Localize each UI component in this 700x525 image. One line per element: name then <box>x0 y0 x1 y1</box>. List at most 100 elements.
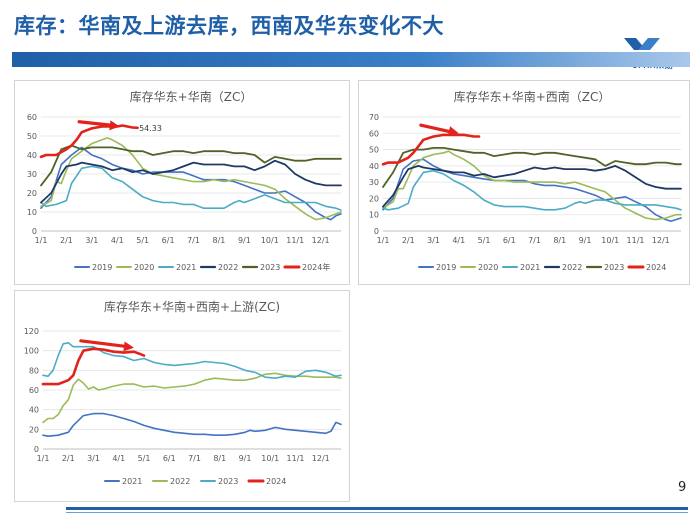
chart-2: 库存华东+华南+西南（ZC） 0 10 20 30 40 50 60 70 1/1 2/1 3/1 4/… <box>369 89 682 272</box>
x-tick-label: 6/1 <box>163 454 176 463</box>
series-line-2023 <box>42 342 342 379</box>
x-tick-label: 9/1 <box>238 236 251 245</box>
x-tick-label: 10/1 <box>261 236 279 245</box>
legend-label: 2022 <box>170 477 190 486</box>
trend-arrow-shaft <box>77 120 116 128</box>
legend-label: 2024年 <box>302 262 330 272</box>
x-tick-label: 10/1 <box>261 454 279 463</box>
x-tick-label: 2/1 <box>62 454 75 463</box>
y-tick-label: 20 <box>369 194 379 203</box>
series-line-2023 <box>382 147 682 188</box>
y-tick-label: 70 <box>369 113 379 122</box>
x-tick-label: 3/1 <box>427 236 440 245</box>
y-tick-label: 50 <box>369 146 379 155</box>
footer-rule <box>66 507 688 510</box>
legend-label: 2020 <box>478 263 498 272</box>
series-line-2019 <box>40 146 342 221</box>
series-line-2023 <box>40 144 342 187</box>
legend-label: 2020 <box>134 263 154 272</box>
x-tick-label: 6/1 <box>162 236 175 245</box>
series-line-2024 <box>381 133 481 166</box>
series-line-2022 <box>40 159 342 204</box>
x-tick-label: 11/1 <box>286 236 304 245</box>
x-tick-label: 5/1 <box>136 236 149 245</box>
x-tick-label: 12/1 <box>652 236 670 245</box>
x-tick-label: 1/1 <box>377 236 390 245</box>
y-tick-label: 0 <box>34 445 39 454</box>
trend-arrow-head <box>123 341 134 352</box>
footer-rule-thin <box>66 512 688 513</box>
x-tick-label: 7/1 <box>528 236 541 245</box>
page-number: 9 <box>678 480 687 495</box>
series-line-2024年 <box>39 124 139 159</box>
x-tick-label: 11/1 <box>627 236 645 245</box>
chart-title: 库存华东+华南+西南+上游(ZC) <box>104 299 280 314</box>
chart-title: 库存华东+华南+西南（ZC） <box>454 89 611 104</box>
y-tick-label: 120 <box>24 327 39 336</box>
chart-title: 库存华东+华南（ZC） <box>130 89 253 104</box>
y-tick-label: 60 <box>369 129 379 138</box>
trend-arrow-shaft <box>419 123 455 134</box>
trend-arrow-head <box>109 120 120 131</box>
legend-label: 2019 <box>436 263 456 272</box>
x-tick-label: 4/1 <box>112 454 125 463</box>
chart-panel-2: 库存华东+华南+西南（ZC） 0 10 20 30 40 50 60 70 1/1 2/1 3/1 4/… <box>358 80 690 285</box>
legend-label: 2024 <box>266 477 286 486</box>
y-tick-label: 0 <box>32 227 37 236</box>
legend-label: 2021 <box>520 263 540 272</box>
legend-label: 2022 <box>562 263 582 272</box>
y-tick-label: 30 <box>27 170 37 179</box>
y-tick-label: 20 <box>29 425 39 434</box>
x-tick-label: 11/1 <box>287 454 305 463</box>
chart-panel-1: 库存华东+华南（ZC） 0 10 20 30 40 50 60 1/1 2/1 3/1 4/1 5/1 6… <box>14 80 350 285</box>
y-tick-label: 0 <box>374 227 379 236</box>
y-tick-label: 80 <box>29 366 39 375</box>
y-tick-label: 50 <box>27 132 37 141</box>
x-tick-label: 5/1 <box>478 236 491 245</box>
y-tick-label: 40 <box>369 162 379 171</box>
legend-label: 2023 <box>218 477 238 486</box>
trend-arrow-head <box>447 126 459 137</box>
x-tick-label: 4/1 <box>452 236 465 245</box>
series-line-2021 <box>382 169 682 211</box>
legend-label: 2021 <box>122 477 142 486</box>
x-tick-label: 9/1 <box>579 236 592 245</box>
chart-3: 库存华东+华南+西南+上游(ZC) 0 20 40 60 80 100 120 1/1 2/1 3/… <box>24 299 342 486</box>
series-line-2021 <box>42 412 342 437</box>
x-tick-label: 3/1 <box>87 454 100 463</box>
series-line-2021 <box>40 165 342 211</box>
series-line-2020 <box>382 150 682 221</box>
series-line-2019 <box>382 158 682 222</box>
y-tick-label: 60 <box>29 386 39 395</box>
legend-label: 2022 <box>218 263 238 272</box>
y-tick-label: 100 <box>24 347 39 356</box>
x-tick-label: 10/1 <box>601 236 619 245</box>
x-tick-label: 12/1 <box>312 454 330 463</box>
legend-label: 2023 <box>604 263 624 272</box>
chart-panel-3: 库存华东+华南+西南+上游(ZC) 0 20 40 60 80 100 120 1/1 2/1 3/… <box>14 290 350 502</box>
y-tick-label: 30 <box>369 178 379 187</box>
y-tick-label: 10 <box>27 208 37 217</box>
x-tick-label: 5/1 <box>138 454 151 463</box>
x-tick-label: 1/1 <box>35 236 48 245</box>
x-tick-label: 4/1 <box>111 236 124 245</box>
series-line-2022 <box>382 165 682 208</box>
x-tick-label: 2/1 <box>402 236 415 245</box>
legend-label: 2023 <box>260 263 280 272</box>
legend-label: 2019 <box>92 263 112 272</box>
legend-label: 2021 <box>176 263 196 272</box>
x-tick-label: 12/1 <box>312 236 330 245</box>
x-tick-label: 2/1 <box>60 236 73 245</box>
series-line-2024 <box>41 347 146 386</box>
x-tick-label: 9/1 <box>239 454 252 463</box>
y-tick-label: 20 <box>27 189 37 198</box>
legend-label: 2024 <box>646 263 666 272</box>
x-tick-label: 1/1 <box>37 454 50 463</box>
x-tick-label: 3/1 <box>85 236 98 245</box>
y-tick-label: 60 <box>27 113 37 122</box>
x-tick-label: 6/1 <box>503 236 516 245</box>
chart-1: 库存华东+华南（ZC） 0 10 20 30 40 50 60 1/1 2/1 3/1 4/1 5/1 6… <box>27 89 342 272</box>
x-tick-label: 7/1 <box>187 236 200 245</box>
header-bar <box>12 52 690 67</box>
x-tick-label: 7/1 <box>188 454 201 463</box>
